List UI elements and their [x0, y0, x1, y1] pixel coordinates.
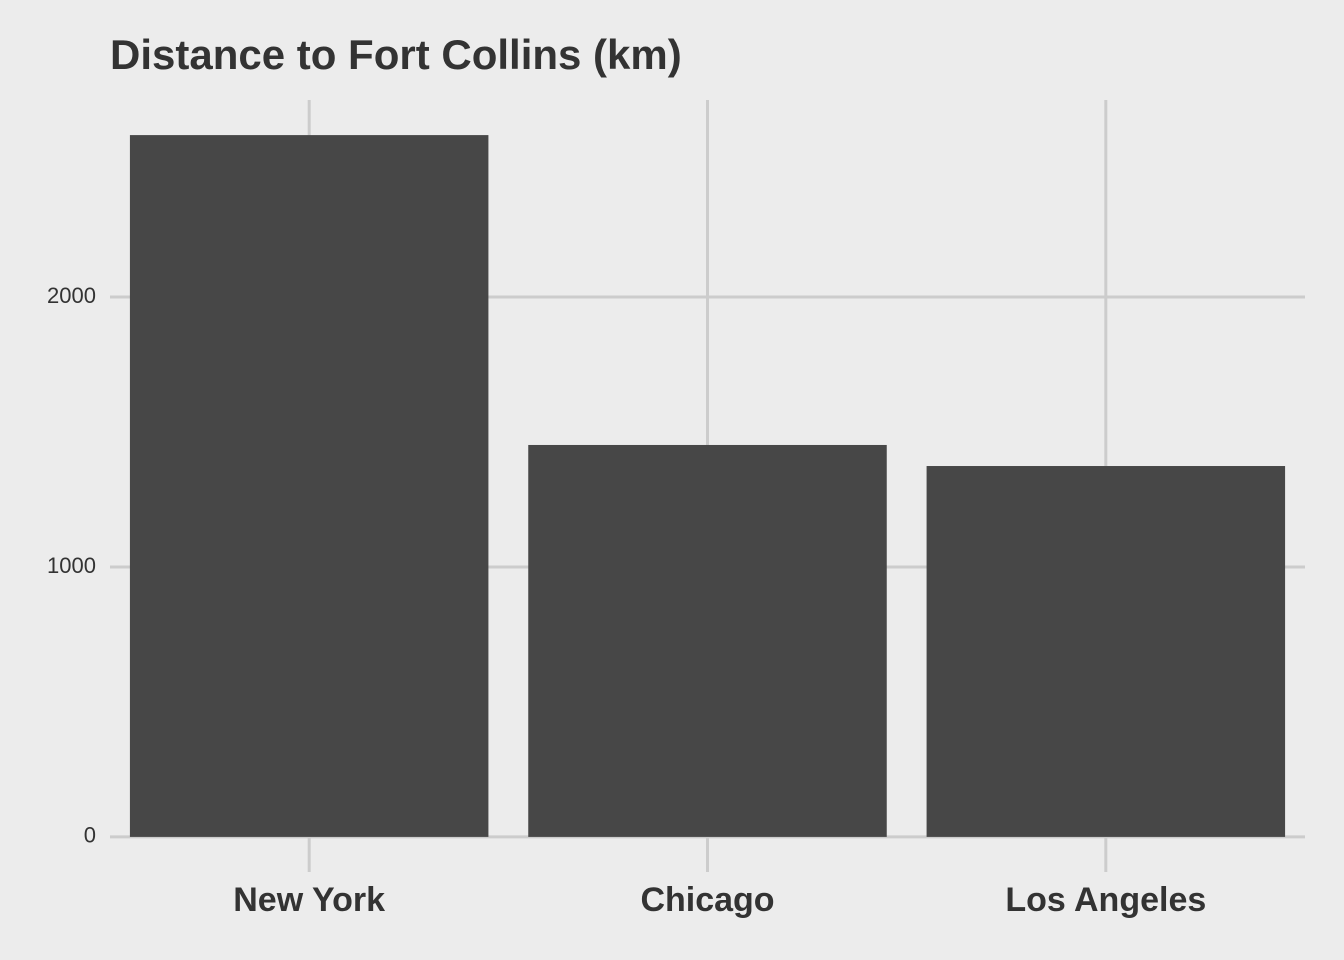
y-tick-label: 2000: [47, 283, 96, 308]
x-tick-label: Chicago: [640, 881, 774, 919]
x-tick-label: Los Angeles: [1005, 881, 1206, 919]
bar: [926, 466, 1286, 837]
x-tick-label: New York: [233, 881, 385, 919]
bar: [129, 135, 489, 837]
bar: [528, 444, 887, 837]
y-tick-label: 1000: [47, 553, 96, 578]
y-tick-label: 0: [84, 823, 96, 848]
chart-title: Distance to Fort Collins (km): [110, 31, 682, 78]
